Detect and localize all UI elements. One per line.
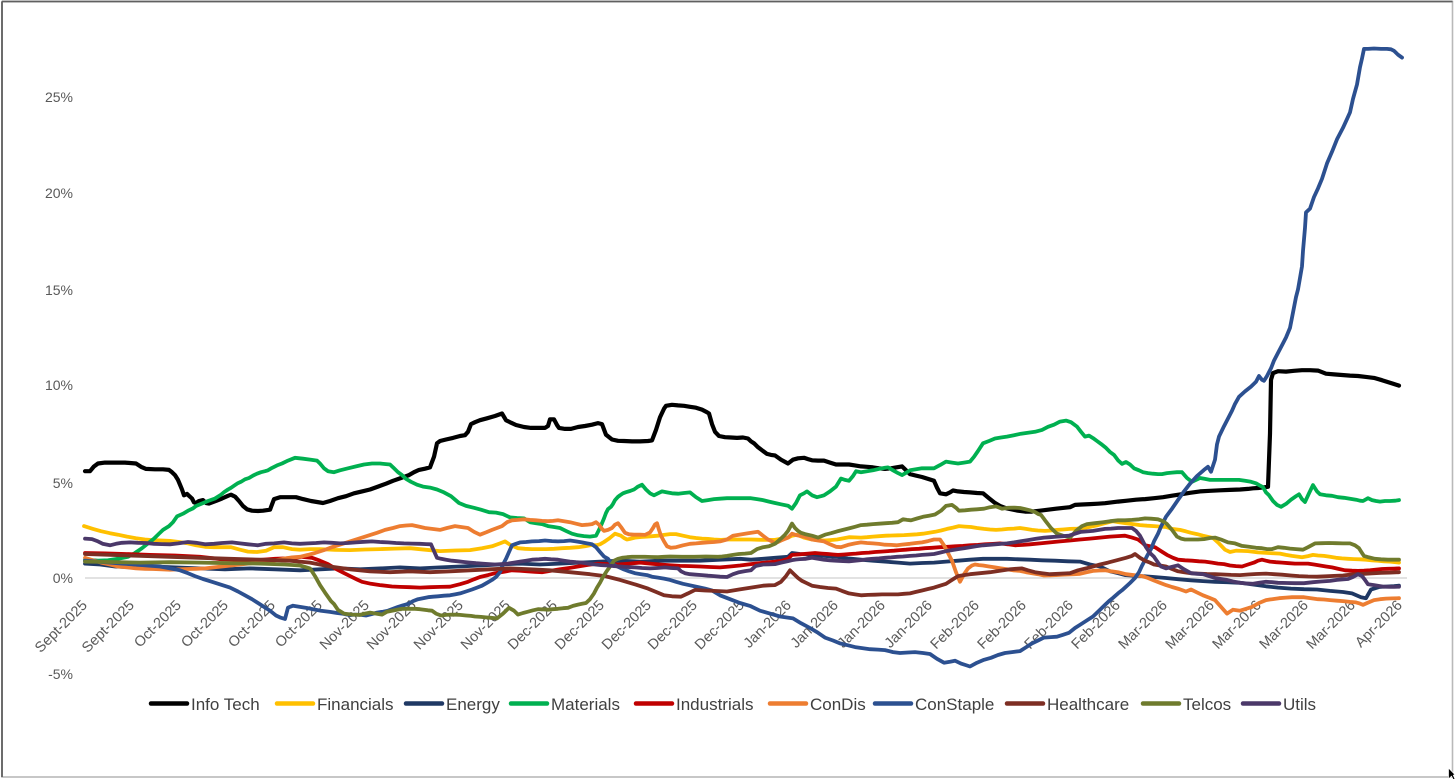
svg-text:ConDis: ConDis <box>810 695 866 714</box>
svg-text:Energy: Energy <box>446 695 500 714</box>
svg-text:Healthcare: Healthcare <box>1047 695 1129 714</box>
svg-text:5%: 5% <box>53 475 73 491</box>
svg-text:10%: 10% <box>45 377 73 393</box>
svg-text:Telcos: Telcos <box>1183 695 1231 714</box>
svg-text:Utils: Utils <box>1283 695 1316 714</box>
svg-text:-5%: -5% <box>48 666 73 682</box>
svg-text:ConStaple: ConStaple <box>915 695 994 714</box>
svg-text:20%: 20% <box>45 185 73 201</box>
svg-text:0%: 0% <box>53 570 73 586</box>
svg-text:Info Tech: Info Tech <box>191 695 260 714</box>
svg-text:Financials: Financials <box>317 695 394 714</box>
svg-text:Industrials: Industrials <box>676 695 753 714</box>
svg-text:Materials: Materials <box>551 695 620 714</box>
svg-text:25%: 25% <box>45 89 73 105</box>
svg-text:15%: 15% <box>45 282 73 298</box>
